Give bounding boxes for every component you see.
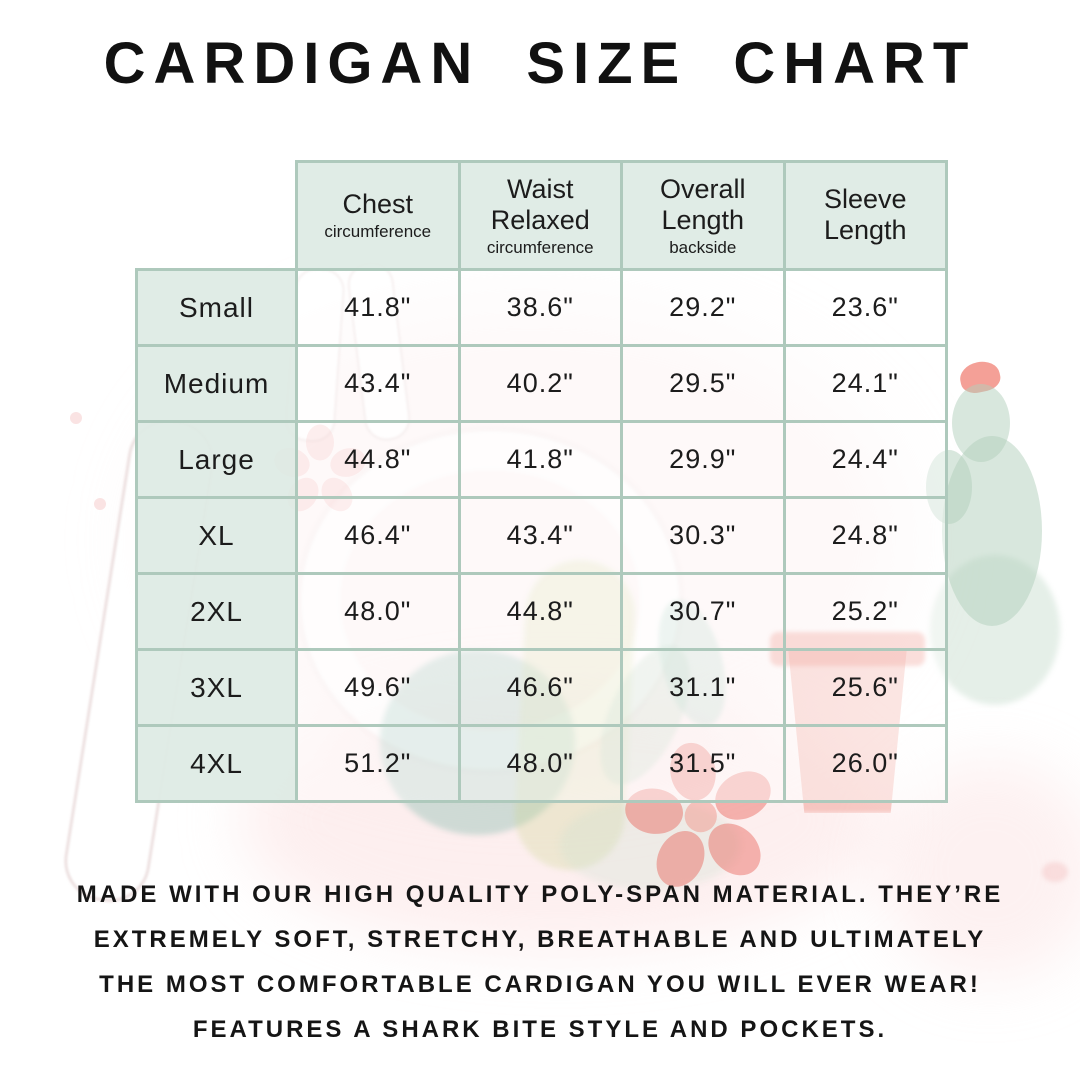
chest-value: 48.0" — [295, 572, 461, 651]
length-value: 29.9" — [620, 420, 786, 499]
header-row: Chest circumference Waist Relaxed circum… — [137, 160, 948, 271]
corner-cell — [137, 162, 297, 270]
table-row-2xl: 2XL 48.0" 44.8" 30.7" 25.2" — [135, 572, 948, 651]
length-value: 29.5" — [620, 344, 786, 423]
size-label: 3XL — [135, 648, 298, 727]
waist-value: 43.4" — [457, 496, 623, 575]
sleeve-value: 24.1" — [782, 344, 948, 423]
table-row-3xl: 3XL 49.6" 46.6" 31.1" 25.6" — [135, 648, 948, 727]
size-label: 2XL — [135, 572, 298, 651]
waist-value: 41.8" — [457, 420, 623, 499]
watermark-speck — [1042, 862, 1068, 882]
watermark-green-blob — [560, 800, 740, 890]
sleeve-value: 25.2" — [782, 572, 948, 651]
size-label: 4XL — [135, 724, 298, 803]
sleeve-value: 25.6" — [782, 648, 948, 727]
waist-value: 46.6" — [457, 648, 623, 727]
waist-value: 48.0" — [457, 724, 623, 803]
size-label: Large — [135, 420, 298, 499]
column-subtitle: backside — [669, 237, 737, 257]
description-line: FEATURES A SHARK BITE STYLE AND POCKETS. — [192, 1016, 888, 1043]
column-title: Waist Relaxed — [490, 173, 590, 235]
page-title: CARDIGAN SIZE CHART — [103, 31, 977, 96]
length-value: 31.1" — [620, 648, 786, 727]
column-header-waist: Waist Relaxed circumference — [457, 160, 623, 271]
sleeve-value: 24.8" — [782, 496, 948, 575]
table-row-small: Small 41.8" 38.6" 29.2" 23.6" — [135, 268, 948, 347]
chest-value: 44.8" — [295, 420, 461, 499]
table-row-4xl: 4XL 51.2" 48.0" 31.5" 26.0" — [135, 724, 948, 803]
size-chart-table: Chest circumference Waist Relaxed circum… — [135, 160, 948, 803]
size-label: XL — [135, 496, 298, 575]
size-label: Medium — [135, 344, 298, 423]
chest-value: 46.4" — [295, 496, 461, 575]
chest-value: 43.4" — [295, 344, 461, 423]
sleeve-value: 26.0" — [782, 724, 948, 803]
waist-value: 44.8" — [457, 572, 623, 651]
table-row-large: Large 44.8" 41.8" 29.9" 24.4" — [135, 420, 948, 499]
length-value: 30.3" — [620, 496, 786, 575]
column-title: Sleeve Length — [823, 183, 907, 245]
description-line: EXTREMELY SOFT, STRETCHY, BREATHABLE AND… — [93, 926, 987, 953]
column-header-chest: Chest circumference — [295, 160, 461, 271]
table-row-medium: Medium 43.4" 40.2" 29.5" 24.1" — [135, 344, 948, 423]
length-value: 30.7" — [620, 572, 786, 651]
side-cactus-icon — [926, 358, 1060, 658]
material-description: MADE WITH OUR HIGH QUALITY POLY-SPAN MAT… — [0, 872, 1080, 1052]
sleeve-value: 24.4" — [782, 420, 948, 499]
length-value: 29.2" — [620, 268, 786, 347]
watermark-speck — [94, 498, 106, 510]
column-subtitle: circumference — [324, 222, 432, 241]
column-title: Overall Length — [659, 173, 746, 235]
description-line: THE MOST COMFORTABLE CARDIGAN YOU WILL E… — [99, 971, 981, 998]
chest-value: 41.8" — [295, 268, 461, 347]
chest-value: 49.6" — [295, 648, 461, 727]
description-line: MADE WITH OUR HIGH QUALITY POLY-SPAN MAT… — [76, 881, 1004, 908]
waist-value: 40.2" — [457, 344, 623, 423]
waist-value: 38.6" — [457, 268, 623, 347]
column-header-overall-length: Overall Length backside — [620, 160, 786, 271]
sleeve-value: 23.6" — [782, 268, 948, 347]
chest-value: 51.2" — [295, 724, 461, 803]
size-label: Small — [135, 268, 298, 347]
watermark-speck — [70, 412, 82, 424]
table-row-xl: XL 46.4" 43.4" 30.3" 24.8" — [135, 496, 948, 575]
column-subtitle: circumference — [486, 237, 594, 257]
column-title: Chest — [342, 189, 414, 219]
column-header-sleeve-length: Sleeve Length — [782, 160, 948, 271]
length-value: 31.5" — [620, 724, 786, 803]
